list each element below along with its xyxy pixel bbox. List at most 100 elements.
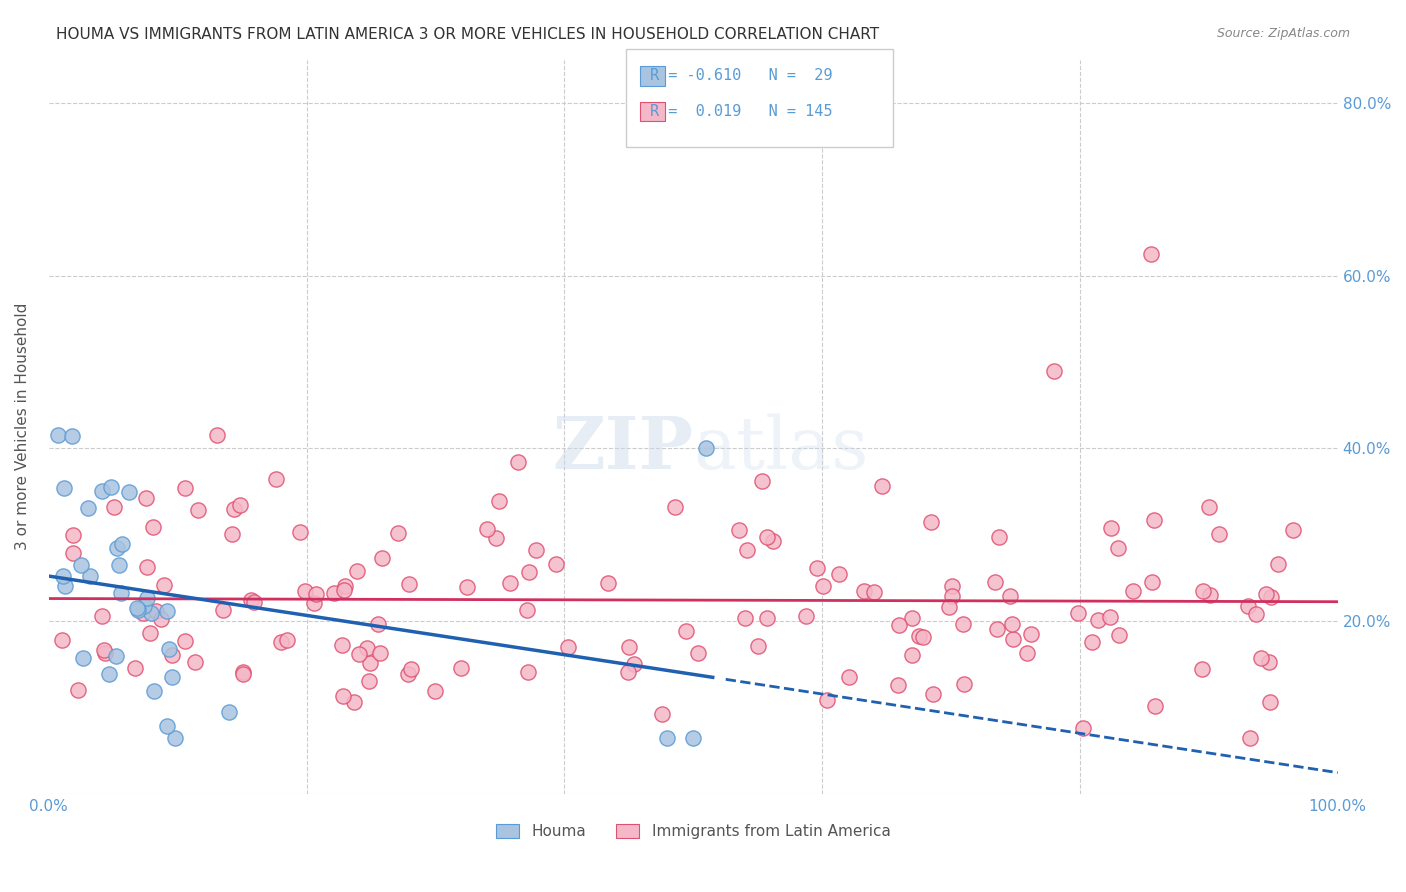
- Point: [762, 533, 785, 548]
- Point: [557, 640, 579, 654]
- Point: [90, 484, 112, 499]
- Point: [872, 479, 894, 493]
- Point: [828, 567, 851, 582]
- Point: [398, 577, 420, 591]
- Point: [1239, 731, 1261, 745]
- Point: [132, 607, 155, 621]
- Point: [1071, 722, 1094, 736]
- Point: [332, 689, 354, 703]
- Point: [920, 516, 942, 530]
- Point: [1087, 613, 1109, 627]
- Point: [270, 635, 292, 649]
- Point: [333, 579, 356, 593]
- Point: [132, 599, 155, 614]
- Point: [984, 574, 1007, 589]
- Point: [142, 684, 165, 698]
- Point: [67, 683, 90, 698]
- Point: [46, 428, 69, 442]
- Point: [811, 579, 834, 593]
- Point: [127, 601, 149, 615]
- Point: [1017, 646, 1039, 660]
- Point: [110, 586, 132, 600]
- Point: [921, 687, 943, 701]
- Point: [900, 611, 922, 625]
- Point: [1267, 557, 1289, 571]
- Point: [70, 558, 93, 572]
- Point: [294, 584, 316, 599]
- Point: [77, 500, 100, 515]
- Point: [387, 526, 409, 541]
- Point: [664, 500, 686, 514]
- Point: [1001, 632, 1024, 647]
- Point: [62, 546, 84, 560]
- Point: [657, 731, 679, 745]
- Point: [150, 612, 173, 626]
- Point: [371, 551, 394, 566]
- Point: [986, 622, 1008, 636]
- Point: [399, 662, 422, 676]
- Point: [330, 638, 353, 652]
- Point: [135, 560, 157, 574]
- Point: [1081, 635, 1104, 649]
- Point: [72, 651, 94, 665]
- Point: [153, 578, 176, 592]
- Point: [598, 576, 620, 591]
- Point: [136, 591, 159, 606]
- Point: [224, 502, 246, 516]
- Point: [100, 480, 122, 494]
- Point: [118, 484, 141, 499]
- Text: Source: ZipAtlas.com: Source: ZipAtlas.com: [1216, 27, 1350, 40]
- Point: [735, 542, 758, 557]
- Point: [450, 661, 472, 675]
- Point: [184, 655, 207, 669]
- Point: [323, 586, 346, 600]
- Point: [938, 600, 960, 615]
- Point: [617, 640, 640, 654]
- Point: [51, 632, 73, 647]
- Point: [1208, 527, 1230, 541]
- Point: [53, 481, 76, 495]
- Text: R =  0.019   N = 145: R = 0.019 N = 145: [650, 104, 832, 119]
- Point: [815, 693, 838, 707]
- Point: [1250, 650, 1272, 665]
- Point: [53, 578, 76, 592]
- Point: [485, 531, 508, 545]
- Point: [806, 561, 828, 575]
- Point: [212, 603, 235, 617]
- Point: [221, 527, 243, 541]
- Point: [103, 500, 125, 514]
- Point: [901, 648, 924, 663]
- Point: [1101, 521, 1123, 535]
- Point: [747, 640, 769, 654]
- Point: [139, 626, 162, 640]
- Point: [475, 522, 498, 536]
- Point: [755, 530, 778, 544]
- Point: [187, 503, 209, 517]
- Point: [456, 581, 478, 595]
- Point: [62, 528, 84, 542]
- Point: [155, 719, 177, 733]
- Point: [1144, 699, 1167, 714]
- Point: [111, 536, 134, 550]
- Point: [941, 579, 963, 593]
- Point: [368, 646, 391, 660]
- Point: [347, 647, 370, 661]
- Point: [498, 575, 520, 590]
- Point: [1019, 627, 1042, 641]
- Point: [173, 634, 195, 648]
- Point: [124, 661, 146, 675]
- Point: [953, 677, 976, 691]
- Point: [887, 618, 910, 632]
- Point: [276, 632, 298, 647]
- Point: [1199, 588, 1222, 602]
- Point: [1246, 607, 1268, 622]
- Point: [1107, 541, 1129, 555]
- Point: [396, 666, 419, 681]
- Point: [908, 629, 931, 643]
- Point: [52, 568, 75, 582]
- Point: [302, 596, 325, 610]
- Legend: Houma, Immigrants from Latin America: Houma, Immigrants from Latin America: [489, 818, 897, 845]
- Point: [617, 665, 640, 680]
- Point: [863, 585, 886, 599]
- Text: ZIP: ZIP: [553, 413, 693, 484]
